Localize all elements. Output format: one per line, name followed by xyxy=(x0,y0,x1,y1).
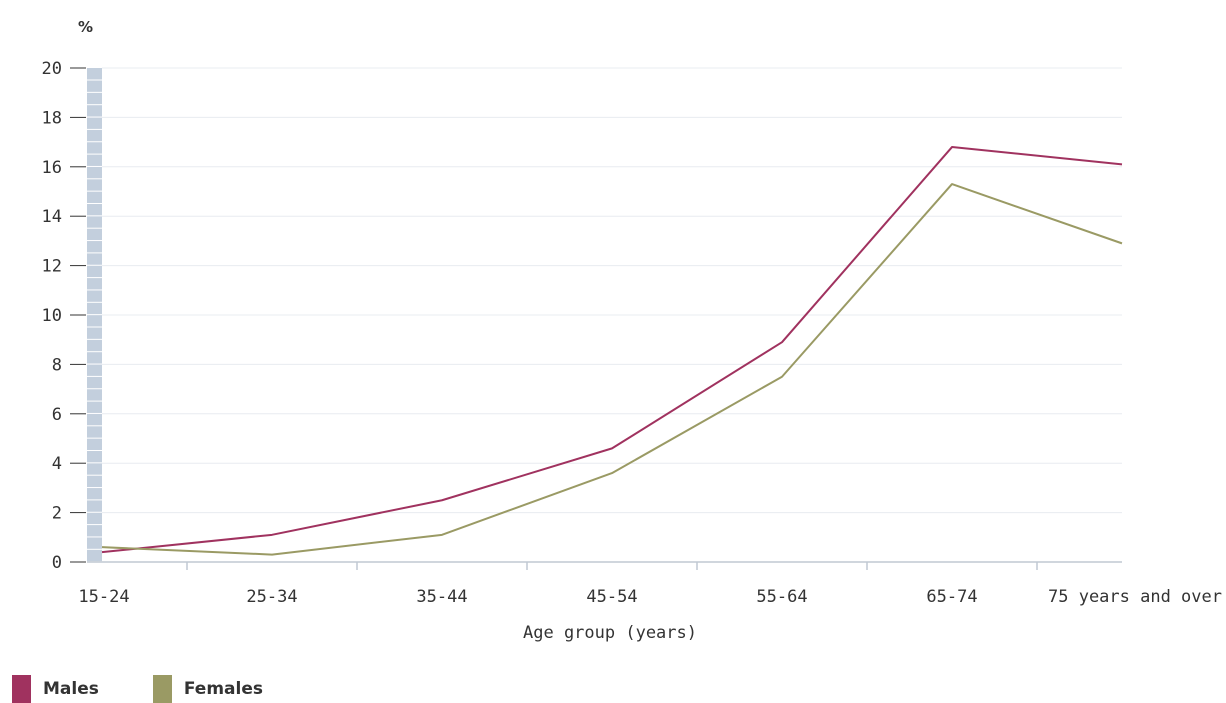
legend-swatch-females xyxy=(153,675,172,703)
series-line-females xyxy=(102,184,1122,555)
y-tick-labels: 0 2 4 6 8 10 12 14 16 18 20 xyxy=(42,59,86,573)
x-tick-label-0: 15-24 xyxy=(78,587,129,607)
y-tick-label-4: 4 xyxy=(52,454,62,474)
y-tick-label-20: 20 xyxy=(42,59,62,79)
x-tick-label-5: 65-74 xyxy=(926,587,977,607)
legend-item-females: Females xyxy=(153,675,263,703)
y-tick-label-16: 16 xyxy=(42,158,62,178)
x-tick-label-6: 75 years and over xyxy=(1048,587,1222,607)
line-chart: 0 2 4 6 8 10 12 14 16 18 20 15-24 25-34 35-44 45-54 55… xyxy=(0,0,1226,670)
x-tick-labels: 15-24 25-34 35-44 45-54 55-64 65-74 75 years a… xyxy=(78,587,1222,607)
legend: Males Females xyxy=(12,675,317,703)
y-tick-label-8: 8 xyxy=(52,355,62,375)
x-tick-marks xyxy=(187,562,1037,570)
y-tick-label-10: 10 xyxy=(42,306,62,326)
x-tick-label-2: 35-44 xyxy=(416,587,467,607)
legend-item-males: Males xyxy=(12,675,99,703)
legend-label-females: Females xyxy=(184,679,263,699)
x-tick-label-1: 25-34 xyxy=(246,587,297,607)
legend-label-males: Males xyxy=(43,679,99,699)
y-tick-label-6: 6 xyxy=(52,405,62,425)
x-tick-label-4: 55-64 xyxy=(756,587,807,607)
x-axis-title: Age group (years) xyxy=(523,623,697,643)
series-lines xyxy=(102,147,1122,555)
legend-swatch-males xyxy=(12,675,31,703)
series-line-males xyxy=(102,147,1122,552)
y-tick-label-14: 14 xyxy=(42,207,62,227)
y-tick-label-2: 2 xyxy=(52,504,62,524)
y-tick-label-18: 18 xyxy=(42,108,62,128)
y-tick-label-12: 12 xyxy=(42,257,62,277)
x-tick-label-3: 45-54 xyxy=(586,587,637,607)
y-axis-unit: % xyxy=(78,18,93,36)
y-tick-label-0: 0 xyxy=(52,553,62,573)
gridlines xyxy=(102,68,1122,513)
